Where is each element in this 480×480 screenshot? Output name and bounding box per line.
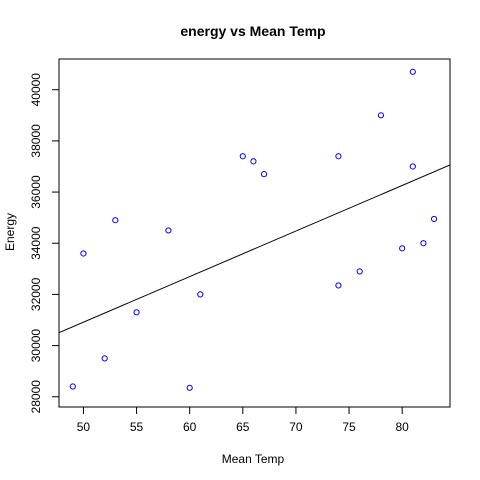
x-tick-label: 75 (342, 420, 356, 434)
data-point (420, 240, 427, 247)
data-point (133, 309, 140, 316)
y-tick-label: 30000 (29, 329, 43, 363)
data-point (409, 163, 416, 170)
plot-area (59, 68, 450, 391)
y-tick-label: 40000 (29, 73, 43, 107)
data-point (335, 282, 342, 289)
data-point (399, 245, 406, 252)
data-point (356, 268, 363, 275)
x-tick-label: 60 (183, 420, 197, 434)
data-point (112, 217, 119, 224)
x-tick-label: 55 (130, 420, 144, 434)
y-tick-label: 32000 (29, 277, 43, 311)
data-point (69, 383, 76, 390)
x-tick-label: 70 (289, 420, 303, 434)
axes: 50 55 60 65 70 75 80 28000 30000 32000 34000 36000 3… (29, 58, 451, 434)
plot-frame (58, 58, 451, 408)
data-point (409, 68, 416, 75)
data-point (80, 250, 87, 257)
x-tick-label: 50 (77, 420, 91, 434)
y-tick-label: 34000 (29, 226, 43, 260)
data-point (250, 158, 257, 165)
y-tick-label: 28000 (29, 380, 43, 414)
x-axis-label: Mean Temp (222, 452, 285, 466)
y-axis-label: Energy (3, 213, 17, 251)
x-tick-label: 80 (396, 420, 410, 434)
data-point (430, 215, 438, 223)
data-point (186, 384, 193, 391)
data-point (101, 355, 108, 362)
data-point (165, 227, 172, 234)
data-point (335, 153, 342, 160)
y-tick-label: 36000 (29, 175, 43, 209)
regression-line (59, 164, 450, 334)
data-point (377, 112, 385, 119)
y-tick-label: 38000 (29, 124, 43, 158)
data-point (260, 171, 268, 178)
data-point (239, 153, 246, 160)
x-tick-label: 65 (236, 420, 250, 434)
data-point (197, 291, 204, 298)
chart-title: energy vs Mean Temp (180, 23, 325, 39)
